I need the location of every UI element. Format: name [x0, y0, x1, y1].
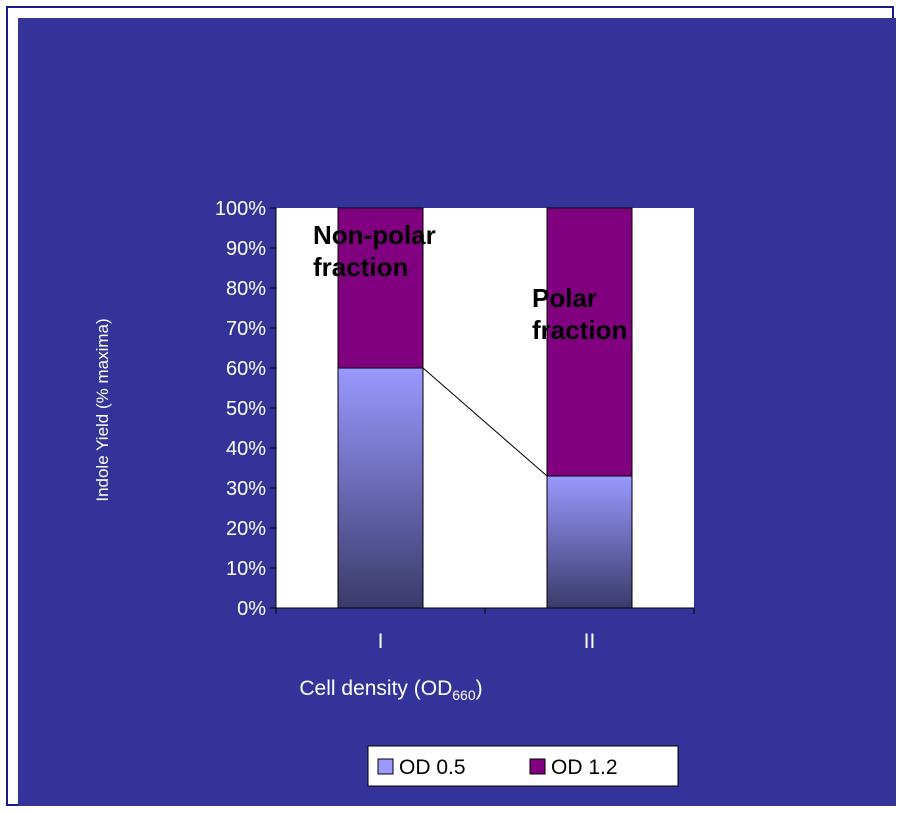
legend-swatch-od-1-2 — [529, 758, 546, 775]
x-axis-label-end: ) — [476, 677, 483, 700]
chart-area: 0% 10% 20% 30% 40% 50% 60% 70% 80% 90% 100% I II Non-… — [18, 18, 896, 806]
legend-label: OD 0.5 — [399, 756, 466, 779]
stacked-bar-chart: 0%10%20%30%40%50%60%70%80%90%100%I IINon-… — [18, 18, 896, 806]
y-tick-label: 100% — [215, 198, 266, 220]
legend: OD 0.5 OD 1.2 — [367, 745, 679, 787]
x-tick-label: I — [378, 630, 384, 653]
bar-od-1-2-i — [337, 207, 424, 369]
y-tick-label: 60% — [226, 358, 266, 380]
x-axis-label-subscript: 660 — [452, 687, 476, 703]
annotation-line: Polar — [532, 283, 597, 313]
legend-swatch-od-0-5 — [377, 758, 394, 775]
annotation-i: Non-polar fraction — [313, 220, 436, 282]
y-tick-label: 30% — [226, 478, 266, 500]
annotation-ii: Polar fraction — [532, 283, 627, 345]
legend-label: OD 1.2 — [551, 756, 618, 779]
x-axis-label: Cell density (OD660) — [299, 677, 482, 703]
y-tick-label: 40% — [226, 438, 266, 460]
y-tick-label: 70% — [226, 318, 266, 340]
y-tick-label: 90% — [226, 238, 266, 260]
x-tick-label: II — [584, 630, 596, 653]
x-axis-label-main: Cell density (OD — [299, 677, 452, 700]
bar-od-0-5-ii — [546, 475, 633, 609]
y-tick-label: 10% — [226, 558, 266, 580]
y-tick-label: 20% — [226, 518, 266, 540]
annotation-line: fraction — [313, 252, 408, 282]
y-tick-label: 0% — [237, 598, 266, 620]
bar-od-1-2-ii — [546, 207, 633, 477]
chart-frame: 0% 10% 20% 30% 40% 50% 60% 70% 80% 90% 100% I II Non-… — [6, 6, 896, 806]
y-tick-label: 50% — [226, 398, 266, 420]
legend-box — [367, 745, 679, 787]
annotation-line: Non-polar — [313, 220, 436, 250]
annotation-line: fraction — [532, 315, 627, 345]
bar-od-0-5-i — [337, 367, 424, 609]
y-tick-label: 80% — [226, 278, 266, 300]
y-axis-label: Indole Yield (% maxima) — [93, 318, 112, 501]
series-line-od05 — [422, 367, 548, 477]
